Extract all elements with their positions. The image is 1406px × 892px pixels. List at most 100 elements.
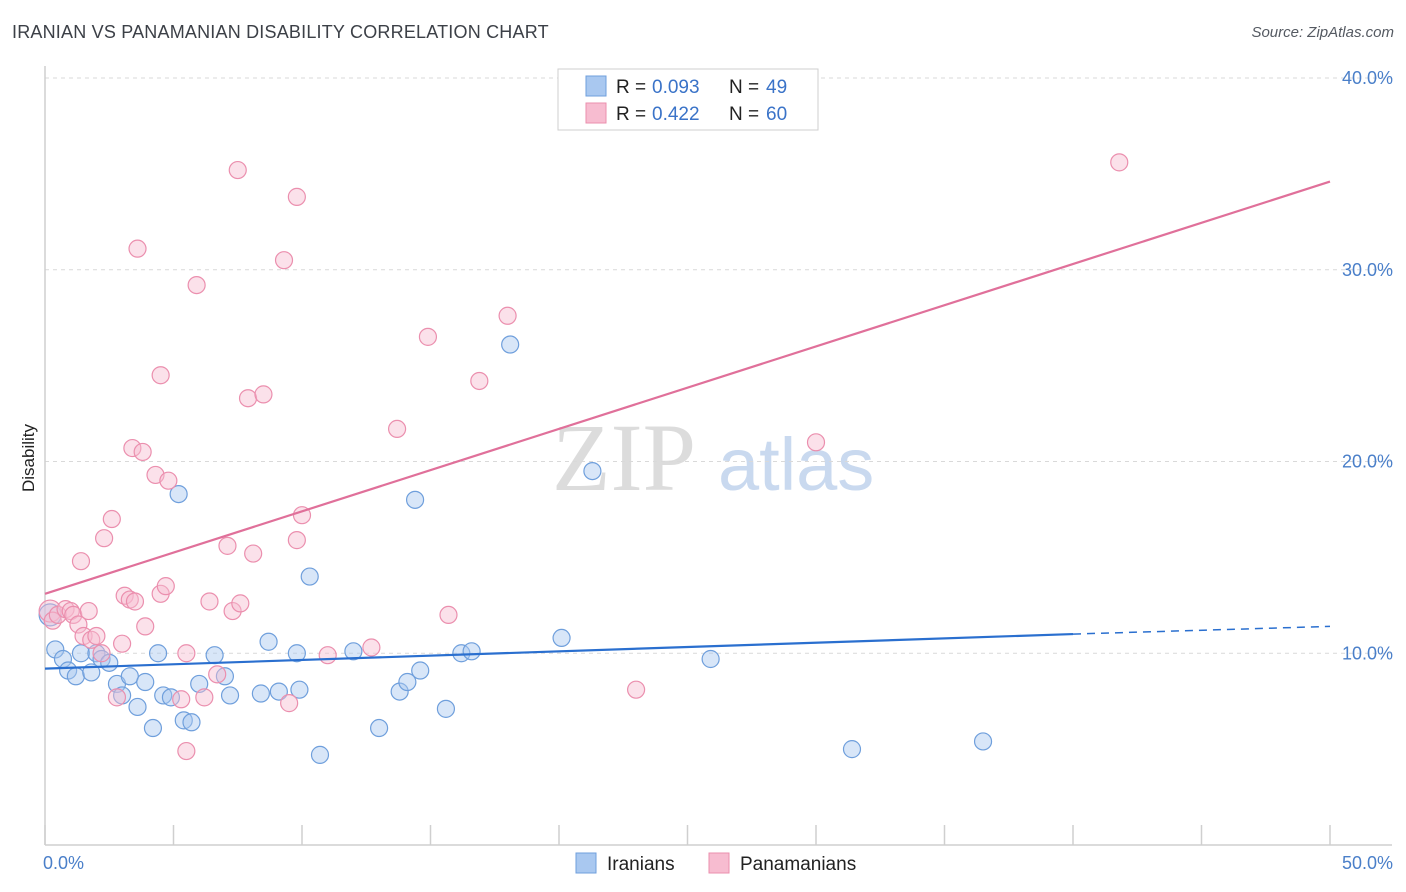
legend-n-label-panamanians: N = — [729, 104, 759, 125]
iranians-point — [842, 740, 862, 759]
legend-swatch-panamanians — [585, 102, 607, 124]
y-tick-label-20: 20.0% — [1342, 452, 1393, 472]
panamanians-point — [1110, 153, 1129, 172]
panamanians-point — [806, 433, 826, 452]
panamanians-point — [218, 536, 237, 555]
x-tick-label-max: 50.0% — [1342, 853, 1393, 873]
panamanians-point — [156, 577, 175, 596]
tick-labels: 10.0% 20.0% 30.0% 40.0% 0.0% 50.0% — [43, 68, 1393, 873]
panamanians-point — [69, 615, 88, 634]
iranians-point — [300, 567, 319, 586]
panamanians-point — [362, 638, 381, 657]
iranians-point — [66, 667, 85, 686]
panamanians-point — [95, 529, 114, 548]
legend-n-value-panamanians: 60 — [766, 104, 787, 125]
legend-r-label-panamanians: R = — [616, 104, 646, 125]
panamanians-point — [387, 419, 407, 439]
legend-r-value-iranians: 0.093 — [652, 77, 700, 98]
panamanians-point — [107, 688, 127, 707]
iranians-point — [269, 682, 288, 701]
iranians-point — [462, 642, 481, 661]
iranians-point — [701, 649, 720, 669]
iranians-point — [169, 484, 188, 504]
bottom-legend-label-iranians: Iranians — [607, 854, 675, 875]
iranians-point — [583, 461, 602, 481]
iranians-point — [973, 732, 993, 751]
y-tick-label-40: 40.0% — [1342, 68, 1393, 88]
iranians-point — [501, 335, 520, 354]
iranians-point — [148, 644, 168, 663]
panamanians-point — [498, 306, 517, 325]
iranians-point — [120, 667, 139, 686]
panamanians-trend-line — [44, 180, 1331, 595]
panamanians-point — [244, 544, 263, 563]
stats-legend: R = 0.093 N = 49 R = 0.422 N = 60 — [557, 68, 819, 131]
panamanians-point — [79, 601, 98, 621]
iranians-trend-extension — [1072, 625, 1331, 635]
iranians-point — [71, 644, 91, 663]
panamanians-point — [71, 552, 91, 571]
panamanians-point — [208, 665, 227, 684]
bottom-legend-swatch-iranians — [575, 852, 597, 874]
panamanians-point — [470, 371, 489, 391]
iranians-point — [259, 632, 278, 651]
panamanians-point — [136, 617, 155, 636]
panamanians-point — [159, 471, 178, 490]
panamanians-point — [254, 385, 273, 404]
iranians-point — [398, 672, 417, 692]
panamanians-point — [125, 592, 145, 611]
panamanians-point — [123, 438, 142, 458]
iranians-point — [287, 644, 306, 663]
panamanians-point — [87, 626, 106, 646]
chart-source: Source: ZipAtlas.com — [1251, 24, 1394, 41]
panamanians-point — [626, 680, 646, 699]
panamanians-point — [151, 366, 170, 385]
panamanians-point — [287, 531, 306, 550]
legend-n-value-iranians: 49 — [766, 77, 787, 98]
iranians-point — [128, 697, 147, 717]
chart-title: IRANIAN VS PANAMANIAN DISABILITY CORRELA… — [12, 22, 549, 42]
panamanians-point — [231, 594, 250, 613]
iranians-point — [411, 661, 430, 680]
iranians-point — [220, 686, 240, 705]
panamanians-point — [64, 605, 83, 625]
panamanians-point — [439, 605, 458, 625]
panamanians-point — [223, 601, 242, 621]
x-tick-label-min: 0.0% — [43, 853, 84, 873]
iranians-point — [251, 684, 270, 703]
iranians-point — [390, 682, 409, 701]
legend-n-label-iranians: N = — [729, 77, 759, 98]
legend-r-label-iranians: R = — [616, 77, 646, 98]
iranians-point — [290, 680, 309, 699]
iranians-point — [46, 640, 65, 659]
panamanians-point — [187, 275, 206, 295]
panamanians-point — [280, 694, 299, 713]
grid-lines — [45, 77, 1392, 654]
y-tick-label-30: 30.0% — [1342, 260, 1393, 280]
legend-r-value-panamanians: 0.422 — [652, 104, 700, 125]
panamanians-point — [200, 592, 219, 611]
axes — [44, 66, 1392, 846]
panamanians-point — [274, 251, 294, 270]
panamanians-point — [128, 239, 147, 258]
iranians-point — [436, 699, 456, 718]
iranians-point — [370, 718, 389, 738]
iranians-point — [205, 646, 224, 665]
watermark-atlas: atlas — [718, 423, 874, 506]
iranians-point — [310, 745, 330, 764]
panamanians-point — [318, 646, 337, 665]
bottom-legend-label-panamanians: Panamanians — [740, 854, 856, 875]
legend-swatch-iranians — [585, 75, 607, 97]
panamanians-point — [102, 509, 121, 529]
y-axis-label: Disability — [19, 423, 38, 492]
panamanians-point — [418, 327, 438, 346]
watermark-zip: ZIP — [552, 404, 696, 511]
iranians-trend-line — [44, 632, 1074, 670]
iranians-point — [405, 490, 425, 509]
iranians-point — [552, 628, 571, 648]
panamanians-point — [287, 187, 306, 206]
iranians-point — [136, 672, 155, 692]
panamanians-point — [92, 644, 111, 663]
panamanians-point — [177, 644, 196, 663]
